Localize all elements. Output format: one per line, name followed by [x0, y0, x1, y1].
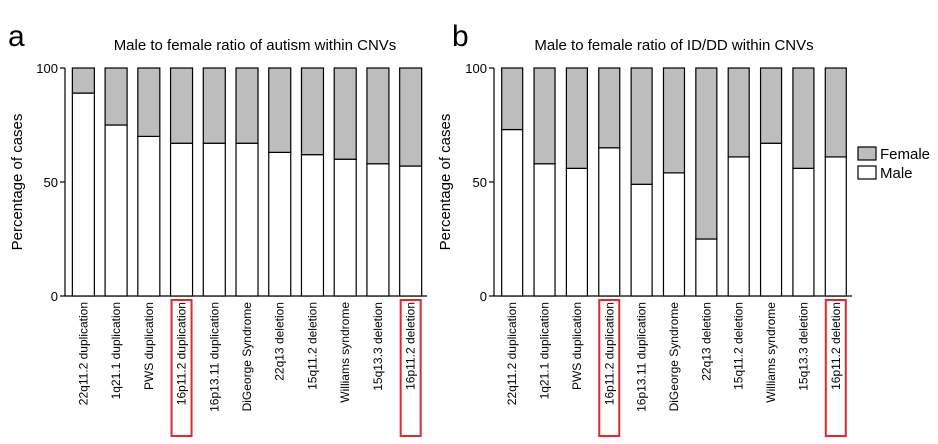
bar-male-10	[399, 165, 423, 297]
x-tick-label: DiGeorge Syndrome	[667, 302, 681, 412]
bar-female-10	[824, 67, 847, 158]
bar-female-4	[202, 67, 226, 144]
chart-panel-b: Male to female ratio of ID/DD within CNV…	[437, 37, 930, 437]
bar-female-10	[399, 67, 423, 167]
bar-female-9	[792, 67, 815, 169]
bar-male-4	[630, 183, 653, 297]
bar-male-10	[824, 156, 847, 297]
bar-male-4	[202, 142, 226, 297]
bar-male-0	[71, 92, 95, 297]
bar-male-7	[727, 156, 750, 297]
bar-male-9	[792, 167, 815, 297]
x-tick-label: 15q13.3 deletion	[371, 302, 385, 391]
bar-female-3	[598, 67, 621, 149]
y-tick-label: 100	[36, 61, 58, 76]
bar-female-5	[662, 67, 686, 174]
bar-female-7	[300, 67, 325, 156]
bar-female-0	[71, 67, 95, 94]
x-tick-label: PWS duplication	[142, 302, 156, 390]
x-tick-label: PWS duplication	[570, 302, 584, 390]
bar-female-8	[333, 67, 357, 160]
bar-male-2	[137, 135, 161, 297]
bar-female-5	[235, 67, 259, 144]
legend-swatch-male	[857, 165, 877, 180]
bar-female-7	[727, 67, 750, 158]
x-tick-label: 22q11.2 duplication	[505, 302, 519, 405]
bar-male-3	[169, 142, 194, 297]
chart-panel-a: Male to female ratio of autism within CN…	[9, 37, 428, 437]
bar-male-1	[104, 124, 128, 297]
y-axis-label: Percentage of cases	[437, 114, 454, 251]
bar-female-8	[759, 67, 783, 144]
bar-male-8	[759, 142, 783, 297]
bar-male-6	[268, 151, 292, 297]
bar-male-6	[695, 238, 718, 297]
x-tick-label: 15q11.2 deletion	[732, 302, 746, 390]
highlight-box	[399, 299, 422, 437]
bar-female-0	[501, 67, 524, 131]
x-tick-label: 16p11.2 deletion	[404, 302, 418, 390]
x-tick-label: 16p13.11 duplication	[207, 302, 221, 412]
panel-b-letter: b	[452, 20, 469, 53]
x-tick-label: Williams syndrome	[764, 302, 778, 403]
x-tick-label: 15q11.2 deletion	[305, 302, 319, 390]
x-tick-label: 22q13 deletion	[273, 302, 287, 381]
bar-male-1	[533, 163, 556, 297]
legend-swatch-female	[857, 146, 877, 161]
bar-female-6	[268, 67, 292, 153]
bar-male-0	[501, 128, 524, 297]
x-tick-label: 16p11.2 duplication	[175, 302, 189, 405]
y-axis-label: Percentage of cases	[9, 114, 26, 251]
legend-label-female: Female	[880, 146, 930, 163]
x-tick-label: 22q11.2 duplication	[76, 302, 90, 405]
x-tick-label: 1q21.1 duplication	[538, 302, 552, 399]
bar-male-5	[662, 172, 686, 297]
highlight-box	[598, 299, 621, 437]
bar-female-3	[169, 67, 194, 144]
chart-title: Male to female ratio of ID/DD within CNV…	[534, 37, 813, 54]
x-tick-label: 1q21.1 duplication	[109, 302, 123, 399]
y-tick-label: 0	[51, 289, 58, 304]
chart-title: Male to female ratio of autism within CN…	[114, 37, 397, 54]
panel-a-letter: a	[8, 20, 25, 53]
bar-female-2	[137, 67, 161, 138]
x-tick-label: DiGeorge Syndrome	[240, 302, 254, 412]
bar-female-9	[366, 67, 390, 165]
bar-male-8	[333, 158, 357, 297]
bar-female-6	[695, 67, 718, 240]
bar-male-9	[366, 163, 390, 297]
x-tick-label: 22q13 deletion	[699, 302, 713, 381]
x-tick-label: 16p11.2 deletion	[829, 302, 843, 390]
bar-female-1	[104, 67, 128, 126]
y-tick-label: 100	[465, 61, 487, 76]
x-tick-label: Williams syndrome	[338, 302, 352, 403]
bar-male-2	[565, 167, 589, 297]
y-tick-label: 50	[44, 175, 58, 190]
highlight-box	[170, 299, 193, 437]
bar-male-7	[300, 154, 325, 297]
x-tick-label: 16p13.11 duplication	[635, 302, 649, 412]
bar-female-2	[565, 67, 589, 169]
bar-male-5	[235, 142, 259, 297]
y-tick-label: 50	[473, 175, 487, 190]
x-tick-label: 15q13.3 deletion	[796, 302, 810, 391]
bar-male-3	[598, 147, 621, 297]
x-tick-label: 16p11.2 duplication	[602, 302, 616, 405]
y-tick-label: 0	[480, 289, 487, 304]
legend-label-male: Male	[880, 165, 913, 182]
bar-female-1	[533, 67, 556, 165]
bar-female-4	[630, 67, 653, 185]
highlight-box	[824, 299, 847, 437]
